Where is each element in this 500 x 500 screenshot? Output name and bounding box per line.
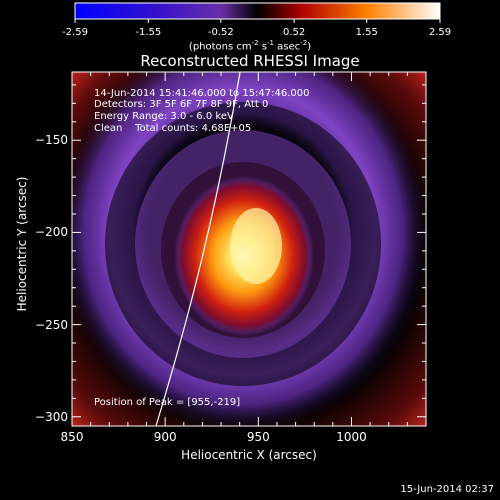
y-axis-label: Heliocentric Y (arcsec) — [15, 176, 29, 312]
colorbar-tick-label: 1.55 — [355, 27, 378, 38]
plot-frame — [71, 71, 427, 427]
footer-date: 15-Jun-2014 02:37 — [400, 484, 494, 495]
colorbar-tick-label: -2.59 — [62, 27, 88, 38]
chart-title: Reconstructed RHESSI Image — [140, 52, 360, 70]
colorbar-tick-label: 0.52 — [283, 27, 306, 38]
colorbar-units: (photons cm-2 s-1 asec-2) — [188, 39, 312, 53]
heatmap-image — [72, 72, 426, 426]
y-tick-label: −150 — [35, 133, 68, 148]
colorbar-tick-label: -0.52 — [207, 27, 234, 38]
x-tick-label: 950 — [246, 430, 270, 444]
annotation-clean: Clean Total counts: 4.68E+05 — [94, 123, 252, 134]
solar-limb-line — [155, 72, 241, 426]
colorbar-tick-label: -1.55 — [135, 27, 162, 38]
colorbar-tick-label: 2.59 — [428, 27, 452, 38]
y-tick-label: −300 — [35, 409, 68, 424]
annotation-peak: Position of Peak = [955,-219] — [94, 397, 241, 408]
colorbar-ticks — [74, 19, 441, 23]
y-tick-label: −250 — [35, 317, 68, 332]
x-tick-label: 850 — [60, 430, 84, 444]
axis-ticks — [71, 72, 427, 426]
colorbar — [74, 2, 441, 20]
annotation-detectors: Detectors: 3F 5F 6F 7F 8F 9F, Att 0 — [94, 99, 269, 110]
x-tick-label: 900 — [153, 430, 177, 444]
annotation-time-range: 14-Jun-2014 15:41:46.000 to 15:47:46.000 — [94, 88, 310, 99]
y-tick-label: −200 — [35, 225, 68, 240]
x-axis-label: Heliocentric X (arcsec) — [181, 448, 317, 462]
annotation-energy: Energy Range: 3.0 - 6.0 keV — [94, 111, 234, 122]
x-tick-label: 1000 — [336, 430, 367, 444]
